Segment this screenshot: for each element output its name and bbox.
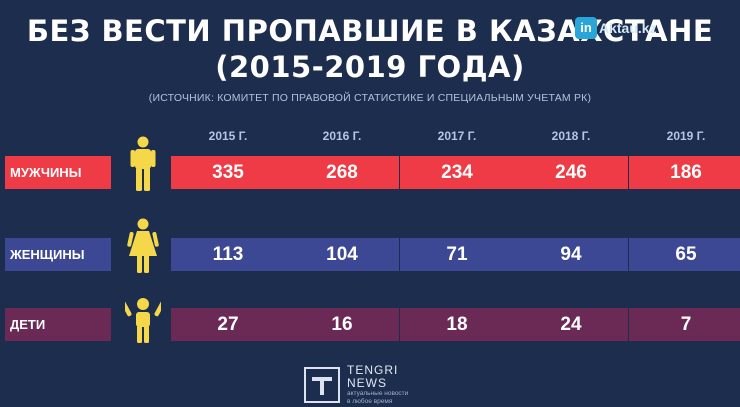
tengri-news-logo: TENGRI NEWS актуальные новости в любое в… [304,364,408,406]
year-header-2015: 2015 Г. [208,129,248,143]
row-label-women: ЖЕНЩИНЫ [5,238,111,271]
logo-name-line2: NEWS [347,376,387,390]
logo-tagline-line2: в любое время [347,398,393,405]
cell-women-2019: 65 [629,238,740,271]
cell-women-2018: 94 [514,238,628,271]
watermark-text: Aktau.kz [599,20,657,36]
cell-women-2017: 71 [400,238,514,271]
cell-women-2015: 113 [171,238,285,271]
woman-icon [127,218,159,273]
cell-children-2016: 16 [285,308,399,341]
logo-tagline-line1: актуальные новости [347,390,409,397]
cell-men-2017: 234 [400,156,514,189]
cell-men-2019: 186 [629,156,740,189]
row-label-children: ДЕТИ [5,308,111,341]
year-header-2016: 2016 Г. [322,129,362,143]
watermark: in Aktau.kz [575,17,657,39]
cell-children-2015: 27 [171,308,285,341]
year-header-2017: 2017 Г. [437,129,477,143]
logo-name-line1: TENGRI [347,363,399,377]
cell-men-2016: 268 [285,156,399,189]
child-icon [125,298,161,343]
cell-men-2015: 335 [171,156,285,189]
row-label-men: МУЖЧИНЫ [5,156,111,189]
cell-children-2019: 7 [629,308,740,341]
cell-children-2017: 18 [400,308,514,341]
source-note: (ИСТОЧНИК: КОМИТЕТ ПО ПРАВОВОЙ СТАТИСТИК… [148,92,592,104]
year-header-2019: 2019 Г. [666,129,706,143]
chart-title-line2: (2015-2019 ГОДА) [215,50,525,84]
chart-title-line1: БЕЗ ВЕСТИ ПРОПАВШИЕ В КАЗАХСТАНЕ [26,14,714,48]
cell-men-2018: 246 [514,156,628,189]
logo-mark-icon [304,367,340,403]
man-icon [130,136,156,191]
year-header-2018: 2018 Г. [551,129,591,143]
watermark-badge: in [575,17,597,39]
cell-women-2016: 104 [285,238,399,271]
cell-children-2018: 24 [514,308,628,341]
